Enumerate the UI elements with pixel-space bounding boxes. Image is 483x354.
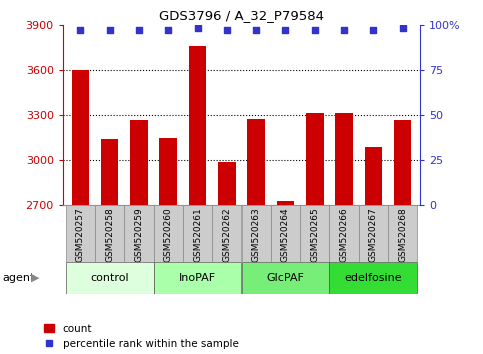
Bar	[154, 205, 183, 262]
Text: GSM520264: GSM520264	[281, 207, 290, 262]
Text: edelfosine: edelfosine	[344, 273, 402, 283]
Bar	[329, 205, 359, 262]
Bar	[359, 205, 388, 262]
Bar	[66, 205, 95, 262]
Point	[311, 27, 319, 33]
Bar	[365, 147, 382, 205]
Bar	[329, 262, 417, 294]
Point	[340, 27, 348, 33]
Bar	[271, 205, 300, 262]
Text: GSM520259: GSM520259	[134, 207, 143, 262]
Point	[76, 27, 84, 33]
Bar	[95, 205, 124, 262]
Point	[106, 27, 114, 33]
Text: InoPAF: InoPAF	[179, 273, 216, 283]
Point	[369, 27, 377, 33]
Bar	[388, 205, 417, 262]
Bar	[154, 262, 242, 294]
Bar	[242, 205, 271, 262]
Text: GSM520261: GSM520261	[193, 207, 202, 262]
Text: agent: agent	[2, 273, 35, 283]
Text: GSM520258: GSM520258	[105, 207, 114, 262]
Text: GSM520266: GSM520266	[340, 207, 349, 262]
Bar	[335, 113, 353, 205]
Bar	[242, 262, 329, 294]
Text: GSM520265: GSM520265	[310, 207, 319, 262]
Text: control: control	[90, 273, 129, 283]
Bar	[71, 70, 89, 205]
Legend: count, percentile rank within the sample: count, percentile rank within the sample	[44, 324, 239, 349]
Text: GSM520260: GSM520260	[164, 207, 173, 262]
Text: GlcPAF: GlcPAF	[267, 273, 304, 283]
Point	[399, 25, 407, 31]
Title: GDS3796 / A_32_P79584: GDS3796 / A_32_P79584	[159, 9, 324, 22]
Text: GSM520263: GSM520263	[252, 207, 261, 262]
Bar	[394, 120, 412, 205]
Point	[282, 27, 289, 33]
Bar	[247, 119, 265, 205]
Bar	[124, 205, 154, 262]
Bar	[101, 139, 118, 205]
Bar	[218, 162, 236, 205]
Bar	[277, 201, 294, 205]
Text: GSM520257: GSM520257	[76, 207, 85, 262]
Bar	[212, 205, 242, 262]
Text: GSM520267: GSM520267	[369, 207, 378, 262]
Bar	[130, 120, 148, 205]
Point	[164, 27, 172, 33]
Text: GSM520262: GSM520262	[222, 207, 231, 262]
Text: GSM520268: GSM520268	[398, 207, 407, 262]
Bar	[183, 205, 212, 262]
Bar	[189, 46, 206, 205]
Point	[194, 25, 201, 31]
Point	[252, 27, 260, 33]
Bar	[306, 113, 324, 205]
Bar	[300, 205, 329, 262]
Bar	[66, 262, 154, 294]
Bar	[159, 138, 177, 205]
Point	[135, 27, 143, 33]
Point	[223, 27, 231, 33]
Text: ▶: ▶	[31, 273, 40, 283]
